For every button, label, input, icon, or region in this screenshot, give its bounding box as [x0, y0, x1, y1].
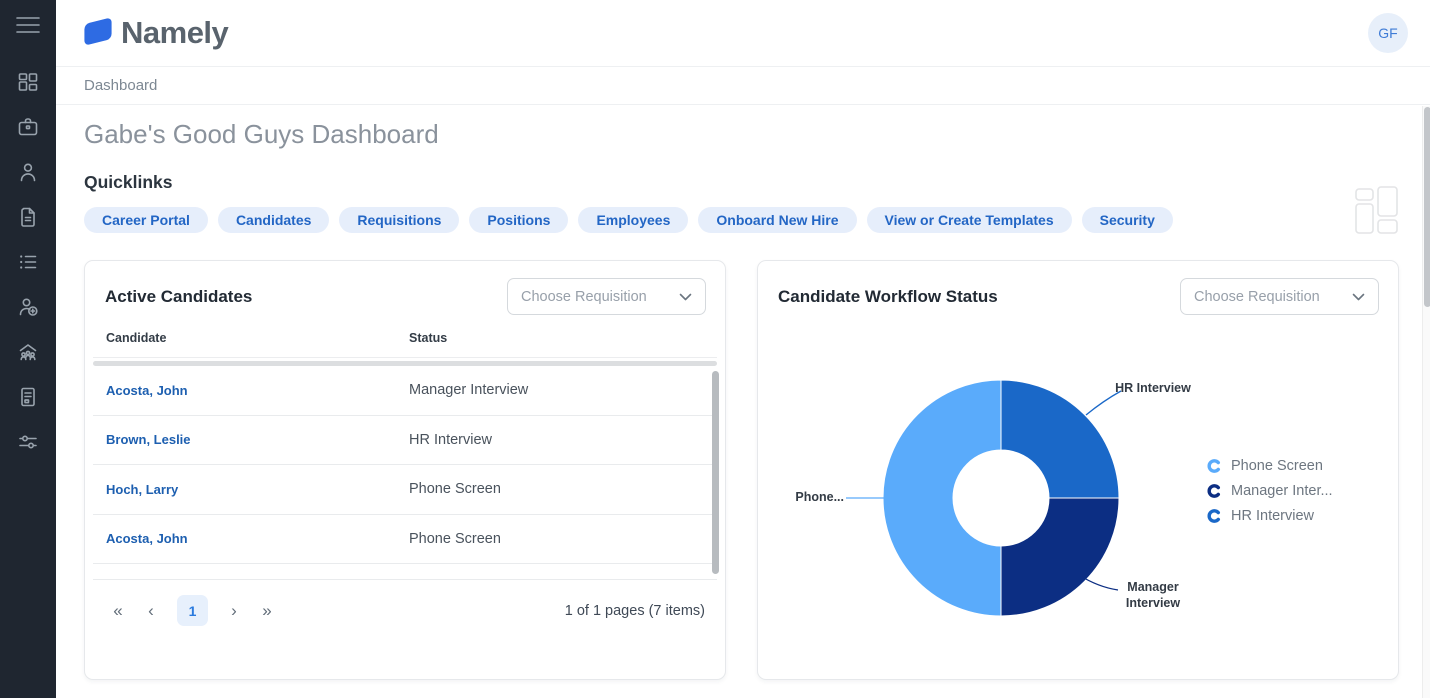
logo-text: Namely: [121, 15, 229, 50]
quicklinks-row: Career Portal Candidates Requisitions Po…: [84, 186, 1430, 242]
donut-chart: HR Interview Manager Interview Phone... …: [758, 327, 1398, 672]
namely-flag-icon: [84, 16, 112, 46]
next-page-button[interactable]: ›: [231, 600, 237, 620]
prev-page-button[interactable]: ‹: [148, 600, 154, 620]
page-title: Gabe's Good Guys Dashboard: [84, 119, 439, 149]
topbar: Namely GF: [56, 0, 1430, 66]
candidate-link[interactable]: Brown, Leslie: [106, 432, 191, 448]
organization-icon: [19, 344, 37, 361]
status-cell: Manager Interview: [409, 382, 529, 399]
quicklink-employees[interactable]: Employees: [578, 207, 689, 233]
sidebar-item-settings[interactable]: [8, 430, 48, 454]
breadcrumb[interactable]: Dashboard: [84, 77, 158, 94]
workflow-status-card: Candidate Workflow Status Choose Requisi…: [757, 260, 1399, 680]
requisition-select[interactable]: Choose Requisition: [1180, 278, 1379, 315]
requisition-select[interactable]: Choose Requisition: [507, 278, 706, 315]
chevron-down-icon: [1352, 293, 1365, 300]
slice-manager-interview[interactable]: [1000, 497, 1120, 617]
breadcrumb-bar: Dashboard: [56, 66, 1430, 105]
pagination-summary: 1 of 1 pages (7 items): [564, 602, 705, 619]
chevron-down-icon: [679, 293, 692, 300]
dashboard-grid-icon: [18, 73, 38, 91]
list-icon: [20, 255, 37, 269]
sidebar-item-person-add[interactable]: [8, 295, 48, 319]
sidebar-item-dashboard[interactable]: [8, 70, 48, 94]
sidebar-item-document[interactable]: [8, 205, 48, 229]
quicklink-view-or-create-templates[interactable]: View or Create Templates: [866, 207, 1072, 233]
hamburger-menu-icon[interactable]: [0, 0, 56, 50]
legend-item-manager-interview[interactable]: Manager Inter...: [1207, 483, 1333, 499]
sidebar-item-list[interactable]: [8, 250, 48, 274]
current-page-button[interactable]: 1: [177, 595, 208, 626]
table-row: Acosta, John Manager Interview: [93, 366, 717, 416]
chart-label-phone-screen: Phone...: [795, 490, 844, 504]
card-title: Active Candidates: [105, 286, 253, 306]
quicklinks-heading: Quicklinks: [84, 172, 173, 192]
table-body: Acosta, John Manager Interview Brown, Le…: [93, 366, 719, 580]
status-cell: HR Interview: [409, 431, 492, 448]
last-page-button[interactable]: »: [262, 600, 272, 620]
table-row: Acosta, John Phone Screen: [93, 515, 717, 564]
slice-phone-screen[interactable]: [882, 379, 1002, 617]
dashboard-content: Gabe's Good Guys Dashboard Quicklinks Ca…: [56, 105, 1430, 680]
dashboard-layout-icon[interactable]: [1354, 185, 1400, 242]
quicklink-onboard-new-hire[interactable]: Onboard New Hire: [698, 207, 857, 233]
table-row: Brown, Leslie HR Interview: [93, 416, 717, 465]
donut-chart-svg: [882, 379, 1120, 617]
pagination: « ‹ 1 › » 1 of 1 pages (7 items): [85, 580, 725, 626]
page-scrollbar-thumb[interactable]: [1423, 107, 1430, 307]
person-icon: [20, 163, 36, 182]
quicklinks: Career Portal Candidates Requisitions Po…: [84, 207, 1173, 233]
donut-segment-icon: [1207, 459, 1220, 473]
slice-hr-interview[interactable]: [1000, 379, 1120, 499]
donut-segment-icon: [1207, 509, 1220, 523]
vertical-scrollbar[interactable]: [712, 371, 719, 574]
status-cell: Phone Screen: [409, 481, 501, 498]
candidate-link[interactable]: Acosta, John: [106, 531, 188, 547]
sidebar-item-briefcase[interactable]: [8, 115, 48, 139]
quicklink-candidates[interactable]: Candidates: [217, 207, 330, 233]
chart-legend: Phone Screen Manager Inter... HR Int: [1207, 458, 1333, 524]
table-row: Hoch, Larry Phone Screen: [93, 465, 717, 515]
namely-logo[interactable]: Namely: [84, 15, 229, 51]
status-cell: Phone Screen: [409, 530, 501, 547]
document-icon: [21, 207, 35, 227]
table-header: Candidate Status: [93, 331, 717, 358]
page-scrollbar[interactable]: [1422, 106, 1430, 698]
report-icon: [21, 387, 35, 407]
card-title: Candidate Workflow Status: [778, 286, 998, 306]
first-page-button[interactable]: «: [113, 600, 123, 620]
sidebar-nav: [8, 70, 48, 454]
briefcase-icon: [18, 118, 38, 136]
legend-item-hr-interview[interactable]: HR Interview: [1207, 508, 1333, 524]
candidate-link[interactable]: Acosta, John: [106, 382, 188, 398]
sidebar: [0, 0, 56, 698]
legend-item-phone-screen[interactable]: Phone Screen: [1207, 458, 1333, 474]
quicklink-security[interactable]: Security: [1081, 207, 1173, 233]
column-candidate: Candidate: [106, 331, 167, 345]
active-candidates-card: Active Candidates Choose Requisition Can…: [84, 260, 726, 680]
candidate-link[interactable]: Hoch, Larry: [106, 481, 179, 497]
chart-label-manager-interview: Manager Interview: [1125, 580, 1181, 610]
sidebar-item-report[interactable]: [8, 385, 48, 409]
avatar-initials: GF: [1378, 25, 1398, 41]
sidebar-item-person[interactable]: [8, 160, 48, 184]
donut-segment-icon: [1207, 484, 1220, 498]
column-status: Status: [409, 331, 448, 345]
chart-label-hr-interview: HR Interview: [1115, 381, 1191, 395]
select-value: Choose Requisition: [521, 288, 647, 305]
sliders-icon: [19, 435, 37, 449]
horizontal-scrollbar[interactable]: [93, 361, 717, 366]
quicklink-career-portal[interactable]: Career Portal: [84, 207, 208, 233]
select-value: Choose Requisition: [1194, 288, 1320, 305]
person-add-icon: [19, 298, 38, 316]
sidebar-item-organization[interactable]: [8, 340, 48, 364]
quicklink-positions[interactable]: Positions: [469, 207, 569, 233]
quicklink-requisitions[interactable]: Requisitions: [339, 207, 460, 233]
user-avatar[interactable]: GF: [1368, 13, 1408, 53]
